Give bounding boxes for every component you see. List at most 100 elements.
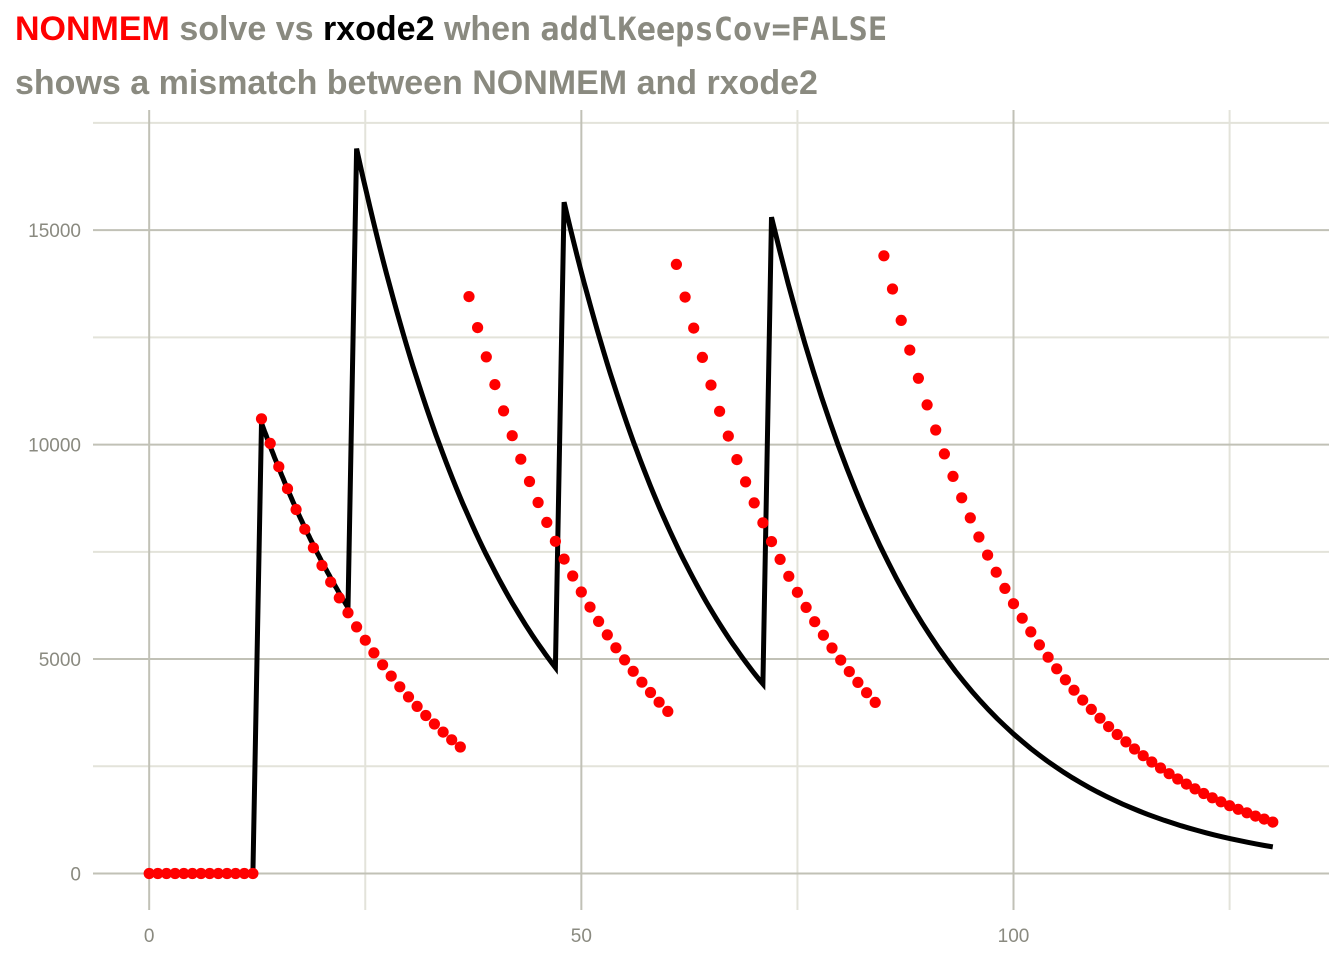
nonmem-point — [1180, 778, 1192, 790]
nonmem-point — [247, 867, 259, 880]
nonmem-point — [212, 867, 224, 880]
nonmem-point — [498, 405, 510, 417]
nonmem-point — [221, 867, 233, 880]
y-tick-label: 10000 — [28, 436, 81, 457]
nonmem-point — [886, 283, 899, 295]
nonmem-point — [1016, 612, 1028, 624]
nonmem-point — [541, 516, 553, 529]
nonmem-point — [938, 448, 951, 460]
nonmem-point — [316, 559, 328, 572]
nonmem-point — [1198, 787, 1210, 800]
nonmem-point — [1068, 684, 1080, 696]
nonmem-point — [480, 351, 492, 363]
nonmem-point — [307, 542, 319, 554]
nonmem-point — [1267, 816, 1279, 828]
nonmem-point — [402, 691, 415, 703]
nonmem-point — [1103, 721, 1115, 733]
nonmem-point — [1215, 796, 1227, 808]
nonmem-point — [817, 629, 830, 641]
y-tick-label: 5000 — [39, 650, 81, 671]
x-tick-label: 100 — [998, 926, 1030, 947]
nonmem-point — [662, 705, 674, 718]
nonmem-point — [169, 867, 181, 880]
nonmem-point — [1051, 663, 1063, 675]
title-when: when — [434, 10, 541, 48]
nonmem-point — [230, 867, 242, 880]
nonmem-point — [575, 586, 587, 598]
nonmem-point — [523, 475, 536, 488]
nonmem-point — [956, 492, 968, 504]
nonmem-point — [394, 681, 406, 693]
nonmem-point — [359, 634, 371, 646]
nonmem-point — [1258, 813, 1270, 825]
nonmem-point — [921, 399, 933, 411]
nonmem-point — [1033, 639, 1045, 651]
nonmem-point — [377, 659, 389, 671]
nonmem-point — [930, 424, 942, 436]
nonmem-point — [238, 867, 250, 880]
nonmem-point — [653, 696, 665, 708]
y-tick-label: 15000 — [28, 221, 81, 242]
nonmem-point — [800, 601, 812, 614]
nonmem-point — [731, 454, 743, 466]
nonmem-point — [143, 867, 155, 880]
nonmem-point — [420, 709, 432, 722]
nonmem-point — [290, 503, 302, 516]
x-tick-label: 50 — [571, 926, 592, 947]
nonmem-point — [619, 654, 631, 666]
nonmem-point — [843, 666, 855, 678]
nonmem-point — [567, 570, 579, 582]
nonmem-point — [982, 549, 994, 561]
nonmem-point — [152, 867, 164, 880]
nonmem-point — [1128, 743, 1141, 755]
nonmem-point — [895, 314, 907, 326]
nonmem-point — [204, 867, 216, 880]
nonmem-point — [757, 517, 769, 529]
nonmem-point — [878, 250, 890, 262]
nonmem-point — [532, 496, 544, 509]
nonmem-point — [351, 621, 363, 633]
y-tick-label: 0 — [70, 865, 81, 886]
nonmem-point — [826, 642, 838, 654]
nonmem-point — [835, 654, 847, 666]
nonmem-point — [1241, 807, 1253, 819]
nonmem-point — [1042, 651, 1054, 663]
nonmem-point — [809, 616, 821, 628]
title-code: addlKeepsCov=FALSE — [540, 10, 888, 48]
nonmem-point — [160, 867, 173, 880]
nonmem-point — [765, 536, 778, 548]
nonmem-point — [714, 405, 726, 417]
nonmem-point — [670, 258, 683, 270]
nonmem-point — [281, 483, 294, 495]
nonmem-point — [1163, 768, 1175, 780]
nonmem-point — [1206, 792, 1218, 804]
nonmem-point — [1172, 773, 1184, 785]
nonmem-point — [506, 430, 518, 442]
nonmem-point — [912, 372, 925, 384]
nonmem-point — [437, 726, 449, 738]
nonmem-point — [973, 531, 985, 543]
nonmem-point — [1120, 736, 1132, 748]
nonmem-point — [1007, 598, 1020, 610]
nonmem-point — [679, 291, 691, 303]
nonmem-point — [627, 665, 639, 677]
nonmem-point — [1085, 703, 1097, 716]
nonmem-point — [186, 867, 198, 880]
nonmem-point — [264, 437, 276, 449]
nonmem-point — [947, 470, 959, 482]
nonmem-point — [964, 512, 976, 524]
nonmem-point — [489, 379, 501, 391]
nonmem-point — [791, 586, 804, 598]
nonmem-point — [333, 592, 345, 604]
nonmem-point — [990, 566, 1002, 578]
nonmem-point — [610, 642, 622, 654]
nonmem-point — [999, 582, 1011, 595]
nonmem-point — [748, 497, 760, 509]
nonmem-point — [601, 629, 613, 641]
chart-title: NONMEM solve vs rxode2 when addlKeepsCov… — [15, 8, 887, 50]
nonmem-point — [722, 430, 734, 442]
nonmem-point — [299, 523, 311, 535]
nonmem-point — [195, 867, 207, 880]
nonmem-point — [644, 686, 657, 699]
